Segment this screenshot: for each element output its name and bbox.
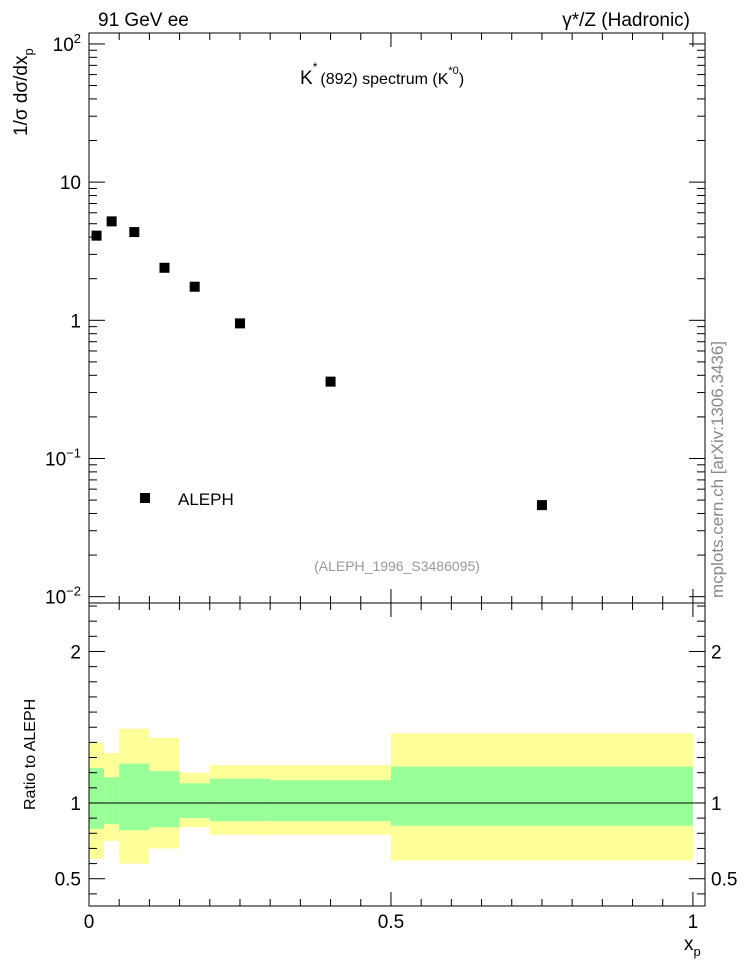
title-close: ) — [459, 71, 464, 88]
ratio-inner-band — [119, 763, 150, 831]
data-point — [91, 230, 102, 241]
x-axis-label: xp — [684, 934, 701, 959]
ratio-inner-band — [89, 768, 105, 829]
ratio-inner-band — [104, 777, 120, 825]
legend-label: ALEPH — [178, 490, 234, 509]
x-tick-label: 1 — [688, 912, 699, 933]
data-point — [189, 281, 200, 292]
x-axis-label-sub: p — [694, 944, 701, 959]
main-plot-frame — [88, 32, 706, 604]
ratio-y-tick-label: 1 — [70, 794, 81, 815]
x-axis-label-text: x — [684, 934, 694, 955]
analysis-tag: (ALEPH_1996_S3486095) — [314, 558, 480, 574]
ratio-plot-panel: 0.5 0.51 12 2 0 0.5 1 Ratio to ALEPH xp — [22, 602, 737, 959]
ratio-inner-band — [179, 783, 210, 819]
data-point — [129, 227, 140, 238]
data-point — [106, 216, 117, 227]
x-tick-label: 0 — [84, 912, 95, 933]
title-rest: (892) spectrum (K — [320, 71, 448, 88]
main-y-axis-label: 1/σ dσ/dxp — [11, 48, 36, 136]
ratio-inner-band — [149, 771, 180, 828]
data-point — [159, 262, 170, 273]
ratio-y-tick-label: 2 — [70, 642, 81, 663]
main-y-tick-label: 102 — [53, 31, 81, 56]
main-y-tick-label: 10−1 — [45, 445, 81, 470]
ratio-y-tick-label-right: 2 — [711, 642, 722, 663]
main-y-tick-label: 10 — [60, 173, 81, 194]
main-y-tick-label: 1 — [70, 311, 81, 332]
ratio-y-tick-label-right: 0.5 — [711, 870, 737, 891]
main-plot-title: K*(892) spectrum (K*0) — [300, 60, 464, 89]
watermark: mcplots.cern.ch [arXiv:1306.3436] — [708, 341, 727, 598]
ratio-y-tick-label-right: 1 — [711, 794, 722, 815]
title-main: K — [300, 68, 313, 89]
ratio-y-tick-label: 0.5 — [55, 870, 81, 891]
ratio-inner-band — [270, 780, 391, 822]
data-point — [234, 318, 245, 329]
legend-marker — [140, 493, 150, 503]
data-point — [536, 500, 547, 511]
ratio-inner-band — [209, 778, 271, 822]
ratio-y-axis-label: Ratio to ALEPH — [22, 699, 39, 810]
ratio-inner-band — [390, 766, 693, 826]
data-point — [325, 376, 336, 387]
header-left-label: 91 GeV ee — [98, 10, 189, 31]
title-sup: * — [313, 60, 318, 74]
title-rest-sup: *0 — [448, 65, 458, 77]
main-y-axis-label-sub: p — [21, 48, 36, 55]
ratio-plot-frame — [88, 602, 706, 907]
main-y-tick-label: 10−2 — [45, 584, 81, 609]
main-plot-panel: 102 10 1 10−1 10−2 K*(892) spectrum (K*0) 1/… — [11, 31, 706, 609]
x-tick-label: 0.5 — [378, 912, 404, 933]
header-right-label: γ*/Z (Hadronic) — [562, 10, 690, 31]
main-y-axis-label-text: 1/σ dσ/dx — [11, 55, 32, 136]
